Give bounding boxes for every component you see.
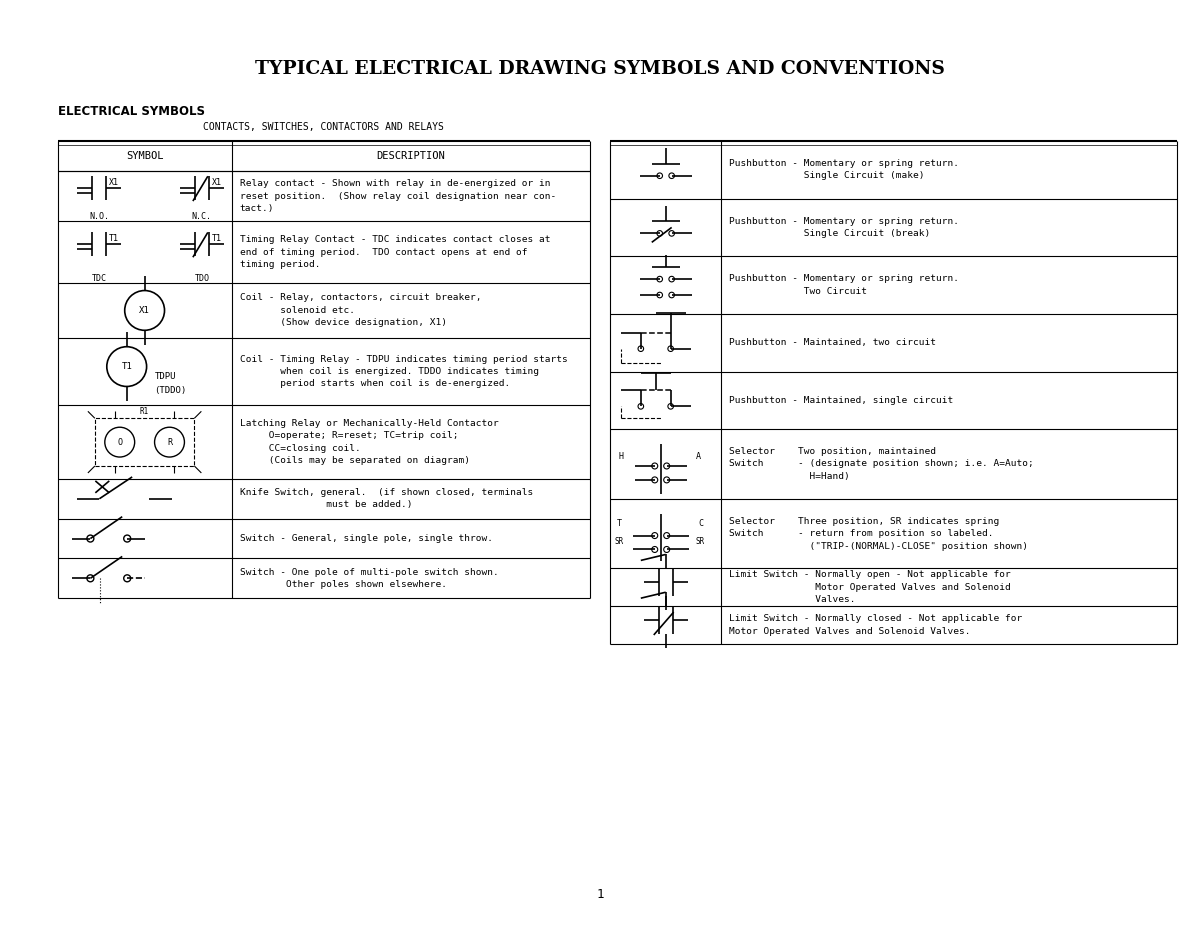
Text: Switch - General, single pole, single throw.: Switch - General, single pole, single th… — [240, 534, 493, 543]
Text: R: R — [167, 438, 172, 447]
Text: Single Circuit (make): Single Circuit (make) — [730, 171, 925, 181]
Text: Selector    Two position, maintained: Selector Two position, maintained — [730, 447, 936, 456]
Text: Pushbutton - Momentary or spring return.: Pushbutton - Momentary or spring return. — [730, 159, 959, 168]
Text: A: A — [696, 451, 701, 461]
Text: ("TRIP-(NORMAL)-CLOSE" position shown): ("TRIP-(NORMAL)-CLOSE" position shown) — [730, 541, 1028, 551]
Text: end of timing period.  TDO contact opens at end of: end of timing period. TDO contact opens … — [240, 248, 527, 257]
Text: reset position.  (Show relay coil designation near con-: reset position. (Show relay coil designa… — [240, 192, 556, 200]
Text: Relay contact - Shown with relay in de-energized or in: Relay contact - Shown with relay in de-e… — [240, 179, 550, 188]
Text: Pushbutton - Maintained, single circuit: Pushbutton - Maintained, single circuit — [730, 396, 954, 405]
Text: when coil is energized. TDDO indicates timing: when coil is energized. TDDO indicates t… — [240, 367, 539, 376]
Text: (TDDO): (TDDO) — [155, 386, 187, 395]
Text: H: H — [618, 451, 624, 461]
Text: Switch      - return from position so labeled.: Switch - return from position so labeled… — [730, 529, 994, 538]
Text: SR: SR — [696, 537, 706, 546]
Text: Switch - One pole of multi-pole switch shown.: Switch - One pole of multi-pole switch s… — [240, 567, 498, 577]
Bar — [95, 418, 194, 466]
Text: T1: T1 — [212, 234, 222, 243]
Text: Pushbutton - Momentary or spring return.: Pushbutton - Momentary or spring return. — [730, 217, 959, 225]
Text: solenoid etc.: solenoid etc. — [240, 306, 355, 315]
Text: Timing Relay Contact - TDC indicates contact closes at: Timing Relay Contact - TDC indicates con… — [240, 235, 550, 245]
Text: Limit Switch - Normally open - Not applicable for: Limit Switch - Normally open - Not appli… — [730, 570, 1012, 579]
Text: T1: T1 — [121, 362, 132, 371]
Text: (Coils may be separated on diagram): (Coils may be separated on diagram) — [240, 456, 469, 465]
Text: Single Circuit (break): Single Circuit (break) — [730, 229, 931, 238]
Text: Coil - Relay, contactors, circuit breaker,: Coil - Relay, contactors, circuit breake… — [240, 294, 481, 302]
Text: C: C — [698, 519, 703, 528]
Text: must be added.): must be added.) — [240, 501, 412, 510]
Text: TDPU: TDPU — [155, 372, 176, 381]
Text: T: T — [617, 519, 622, 528]
Text: Knife Switch, general.  (if shown closed, terminals: Knife Switch, general. (if shown closed,… — [240, 489, 533, 497]
Text: timing period.: timing period. — [240, 260, 320, 269]
Text: O: O — [118, 438, 122, 447]
Text: Valves.: Valves. — [730, 595, 856, 604]
Text: Pushbutton - Maintained, two circuit: Pushbutton - Maintained, two circuit — [730, 338, 936, 348]
Text: T1: T1 — [109, 234, 119, 243]
Text: TYPICAL ELECTRICAL DRAWING SYMBOLS AND CONVENTIONS: TYPICAL ELECTRICAL DRAWING SYMBOLS AND C… — [256, 60, 944, 79]
Text: 1: 1 — [596, 888, 604, 901]
Text: (Show device designation, X1): (Show device designation, X1) — [240, 318, 446, 327]
Text: Motor Operated Valves and Solenoid Valves.: Motor Operated Valves and Solenoid Valve… — [730, 627, 971, 636]
Text: DESCRIPTION: DESCRIPTION — [377, 151, 445, 161]
Text: Switch      - (designate position shown; i.e. A=Auto;: Switch - (designate position shown; i.e.… — [730, 460, 1034, 468]
Text: X1: X1 — [109, 178, 119, 186]
Text: SR: SR — [614, 537, 624, 546]
Text: CONTACTS, SWITCHES, CONTACTORS AND RELAYS: CONTACTS, SWITCHES, CONTACTORS AND RELAY… — [203, 122, 444, 132]
Text: O=operate; R=reset; TC=trip coil;: O=operate; R=reset; TC=trip coil; — [240, 431, 458, 440]
Text: CC=closing coil.: CC=closing coil. — [240, 444, 360, 453]
Text: ELECTRICAL SYMBOLS: ELECTRICAL SYMBOLS — [58, 105, 204, 118]
Text: X1: X1 — [139, 306, 150, 315]
Text: Other poles shown elsewhere.: Other poles shown elsewhere. — [240, 580, 446, 589]
Text: Limit Switch - Normally closed - Not applicable for: Limit Switch - Normally closed - Not app… — [730, 615, 1022, 623]
Text: Two Circuit: Two Circuit — [730, 286, 868, 296]
Text: Motor Operated Valves and Solenoid: Motor Operated Valves and Solenoid — [730, 583, 1012, 591]
Text: SYMBOL: SYMBOL — [126, 151, 163, 161]
Text: TDC: TDC — [92, 273, 107, 283]
Text: R1: R1 — [140, 407, 149, 416]
Text: H=Hand): H=Hand) — [730, 472, 850, 481]
Text: Pushbutton - Momentary or spring return.: Pushbutton - Momentary or spring return. — [730, 274, 959, 284]
Text: Coil - Timing Relay - TDPU indicates timing period starts: Coil - Timing Relay - TDPU indicates tim… — [240, 355, 568, 363]
Text: Selector    Three position, SR indicates spring: Selector Three position, SR indicates sp… — [730, 516, 1000, 526]
Text: N.C.: N.C. — [192, 212, 212, 221]
Text: period starts when coil is de-energized.: period starts when coil is de-energized. — [240, 379, 510, 388]
Text: TDO: TDO — [194, 273, 209, 283]
Text: Latching Relay or Mechanically-Held Contactor: Latching Relay or Mechanically-Held Cont… — [240, 419, 498, 428]
Text: X1: X1 — [212, 178, 222, 186]
Text: N.O.: N.O. — [89, 212, 109, 221]
Text: tact.): tact.) — [240, 204, 274, 213]
